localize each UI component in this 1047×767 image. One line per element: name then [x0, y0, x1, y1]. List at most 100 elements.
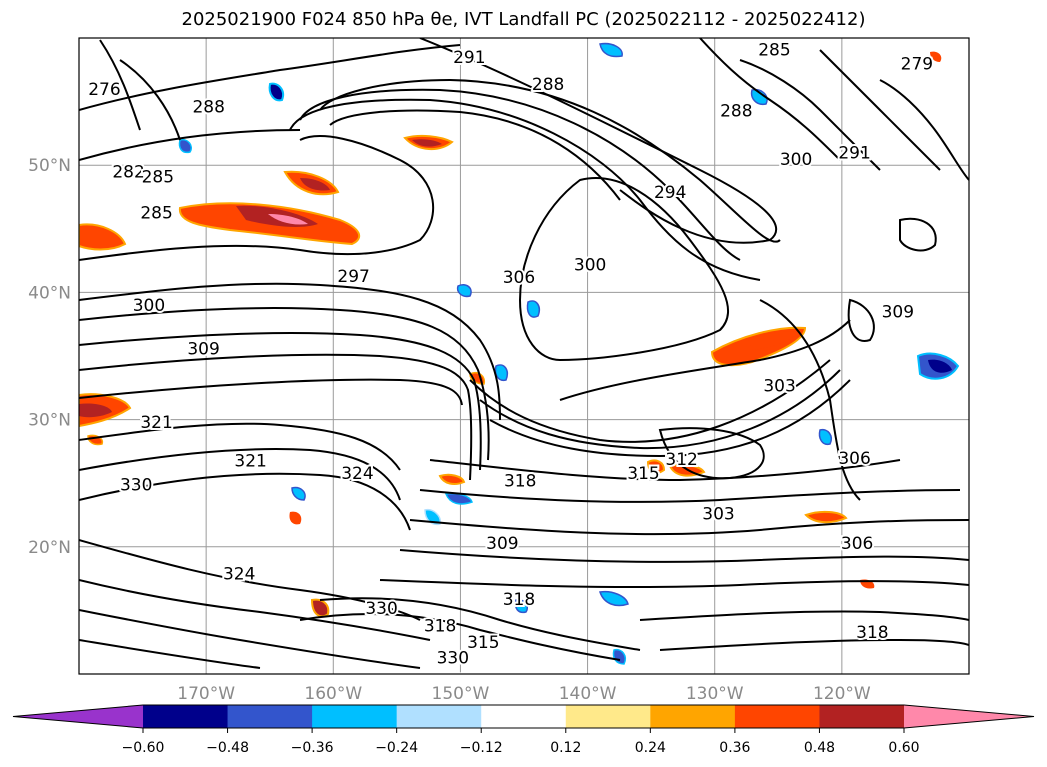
contour-label: 315	[627, 464, 659, 484]
colorbar-tick-label: 0.48	[804, 740, 835, 756]
latitude-tick-label: 30°N	[28, 411, 71, 431]
negative-anomaly-patch	[599, 42, 623, 58]
latitude-tick-label: 20°N	[28, 538, 71, 558]
latitude-tick-label: 40°N	[28, 283, 71, 303]
contour-label: 294	[654, 183, 686, 203]
contour-label: 288	[532, 75, 564, 95]
contour-label: 318	[503, 590, 535, 610]
contour-label: 303	[702, 505, 734, 525]
contour-label: 324	[223, 565, 255, 585]
colorbar-segment	[396, 705, 482, 728]
negative-anomaly-patch	[599, 590, 629, 607]
contour-label: 324	[341, 464, 373, 484]
colorbar-segment	[819, 705, 905, 728]
positive-anomaly-patch	[300, 178, 330, 191]
latitude-tick-label: 50°N	[28, 156, 71, 176]
contour-label: 327	[453, 671, 485, 691]
contour-label: 306	[503, 268, 535, 288]
contour-label: 306	[838, 449, 870, 469]
positive-anomaly-patch	[79, 223, 127, 251]
contour-label: 318	[424, 617, 456, 637]
negative-anomaly-patch	[526, 300, 540, 318]
plot-area: 291 2852792882882882762822852852913002942…	[79, 38, 969, 703]
graticule	[79, 38, 969, 674]
contour-label: 285	[140, 203, 172, 223]
negative-anomaly-patch	[928, 359, 952, 373]
positive-anomaly-patch	[289, 511, 302, 525]
positive-anomaly-patch	[310, 598, 330, 618]
contour-label: 312	[665, 450, 697, 470]
positive-anomaly-patch	[268, 214, 308, 225]
contour-label: 300	[574, 255, 606, 275]
contour-label: 282	[112, 163, 144, 183]
colorbar-extension-high	[904, 705, 1034, 728]
contour-label: 285	[758, 40, 790, 60]
colorbar-segment	[734, 705, 820, 728]
negative-anomaly-patch	[268, 82, 284, 102]
colorbar-tick-label: −0.24	[375, 740, 418, 756]
contour-label: 303	[763, 376, 795, 396]
contour-label: 300	[780, 150, 812, 170]
contour-label: 276	[88, 80, 120, 100]
contour-label: 291	[838, 143, 870, 163]
colorbar-tick-label: 0.24	[635, 740, 666, 756]
contour-label: 318	[856, 623, 888, 643]
colorbar-extension-low	[13, 705, 143, 728]
contour-label: 288	[192, 98, 224, 118]
contour-label: 279	[901, 54, 933, 74]
colorbar-tick-label: 0.36	[719, 740, 750, 756]
colorbar-segment	[143, 705, 229, 728]
positive-anomaly-patch	[930, 51, 942, 62]
longitude-tick-label: 130°W	[686, 684, 744, 704]
positive-anomaly-patch	[438, 473, 466, 485]
contour-label: 330	[365, 599, 397, 619]
colorbar-segment	[312, 705, 398, 728]
contour-label: 285	[142, 168, 174, 188]
colorbar-tick-label: −0.12	[460, 740, 503, 756]
contour-label: 321	[140, 413, 172, 433]
positive-anomaly-patch	[412, 139, 442, 147]
longitude-tick-label: 140°W	[559, 684, 617, 704]
negative-anomaly-patch	[612, 648, 626, 665]
contour-label: 333	[110, 683, 142, 703]
axes-frame	[78, 37, 970, 675]
map-title: 2025021900 F024 850 hPa θe, IVT Landfall…	[181, 9, 866, 30]
contour-label: 321	[234, 451, 266, 471]
colorbar-tick-label: −0.48	[206, 740, 249, 756]
negative-anomaly-patch	[291, 486, 306, 501]
colorbar: −0.60 −0.48 −0.36 −0.24 −0.12 0.12 0.24 0.36 0.4…	[12, 704, 1035, 756]
colorbar-tick-label: 0.12	[550, 740, 581, 756]
contour-label: 288	[720, 102, 752, 122]
contour-label: 291	[453, 48, 485, 68]
contour-label: 309	[486, 534, 518, 554]
longitude-tick-label: 160°W	[304, 684, 362, 704]
colorbar-segment	[481, 705, 567, 728]
contour-label: 315	[467, 633, 499, 653]
negative-anomaly-patch	[456, 284, 472, 298]
positive-anomaly-patch	[646, 459, 666, 474]
colorbar-segment	[650, 705, 736, 728]
latitude-labels: 20°N 30°N 40°N 50°N	[28, 156, 71, 558]
contour-label: 306	[841, 534, 873, 554]
longitude-tick-label: 120°W	[813, 684, 871, 704]
colorbar-tick-label: −0.60	[122, 740, 165, 756]
negative-anomaly-patch	[514, 598, 528, 614]
negative-anomaly-patch	[818, 428, 832, 446]
contour-label: 309	[187, 339, 219, 359]
contour-label: 318	[504, 472, 536, 492]
longitude-tick-label: 150°W	[432, 684, 490, 704]
contour-label: 300	[133, 296, 165, 316]
longitude-tick-label: 170°W	[177, 684, 235, 704]
colorbar-tick-label: −0.36	[291, 740, 334, 756]
longitude-labels: 170°W 160°W 150°W 140°W 130°W 120°W	[177, 684, 871, 704]
colorbar-segment	[565, 705, 651, 728]
negative-anomaly-patch	[750, 88, 768, 106]
colorbar-tick-label: 0.60	[888, 740, 919, 756]
contour-labels: 291 2852792882882882762822852852913002942…	[86, 38, 935, 703]
contour-label: 297	[337, 267, 369, 287]
colorbar-segment	[227, 705, 313, 728]
contour-label: 330	[120, 475, 152, 495]
contour-label: 330	[437, 648, 469, 668]
theta-e-contours	[79, 38, 969, 669]
ivt-pc-shading	[79, 42, 960, 665]
